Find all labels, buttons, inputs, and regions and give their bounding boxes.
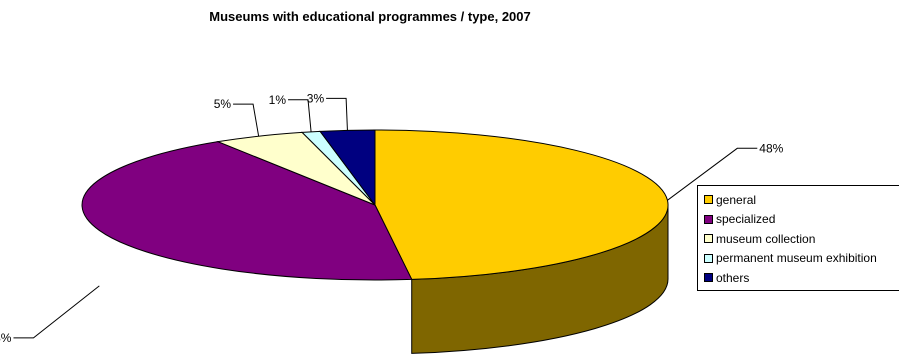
data-label-general: 48% xyxy=(759,141,783,155)
legend-item-specialized: specialized xyxy=(704,210,899,230)
legend-label: specialized xyxy=(716,212,776,227)
legend-label: general xyxy=(716,192,757,207)
legend-label: others xyxy=(716,270,750,285)
legend-label: permanent museum exhibition xyxy=(716,251,877,266)
leader-line-museum-collection xyxy=(233,103,260,137)
pie-slice-others xyxy=(319,129,376,207)
data-label-specialized: 43% xyxy=(0,331,12,345)
pie-slice-specialized xyxy=(81,141,413,281)
chart-title: Museums with educational programmes / ty… xyxy=(209,9,531,24)
legend-item-general: general xyxy=(704,190,899,210)
legend-swatch xyxy=(704,195,713,205)
legend-item-museum-collection: museum collection xyxy=(704,229,899,249)
legend-label: museum collection xyxy=(716,231,816,246)
leader-line-general xyxy=(667,147,758,201)
legend-swatch xyxy=(704,273,713,283)
leader-line-others xyxy=(326,97,348,131)
data-label-permanent-museum-exhibition: 1% xyxy=(269,93,287,107)
legend-swatch xyxy=(704,234,713,244)
legend: general specialized museum collection perma… xyxy=(697,185,899,291)
leader-line-specialized xyxy=(13,285,100,339)
legend-swatch xyxy=(704,253,713,263)
data-label-others: 3% xyxy=(307,91,325,105)
legend-swatch xyxy=(704,214,713,224)
pie-labels: 48% 43% 5% 1% 3% xyxy=(0,91,784,345)
pie-tops xyxy=(81,129,669,281)
legend-item-permanent-museum-exhibition: permanent museum exhibition xyxy=(704,249,899,269)
legend-item-others: others xyxy=(704,268,899,288)
leader-line-permanent-museum-exhibition xyxy=(288,99,312,132)
data-label-museum-collection: 5% xyxy=(214,97,232,111)
